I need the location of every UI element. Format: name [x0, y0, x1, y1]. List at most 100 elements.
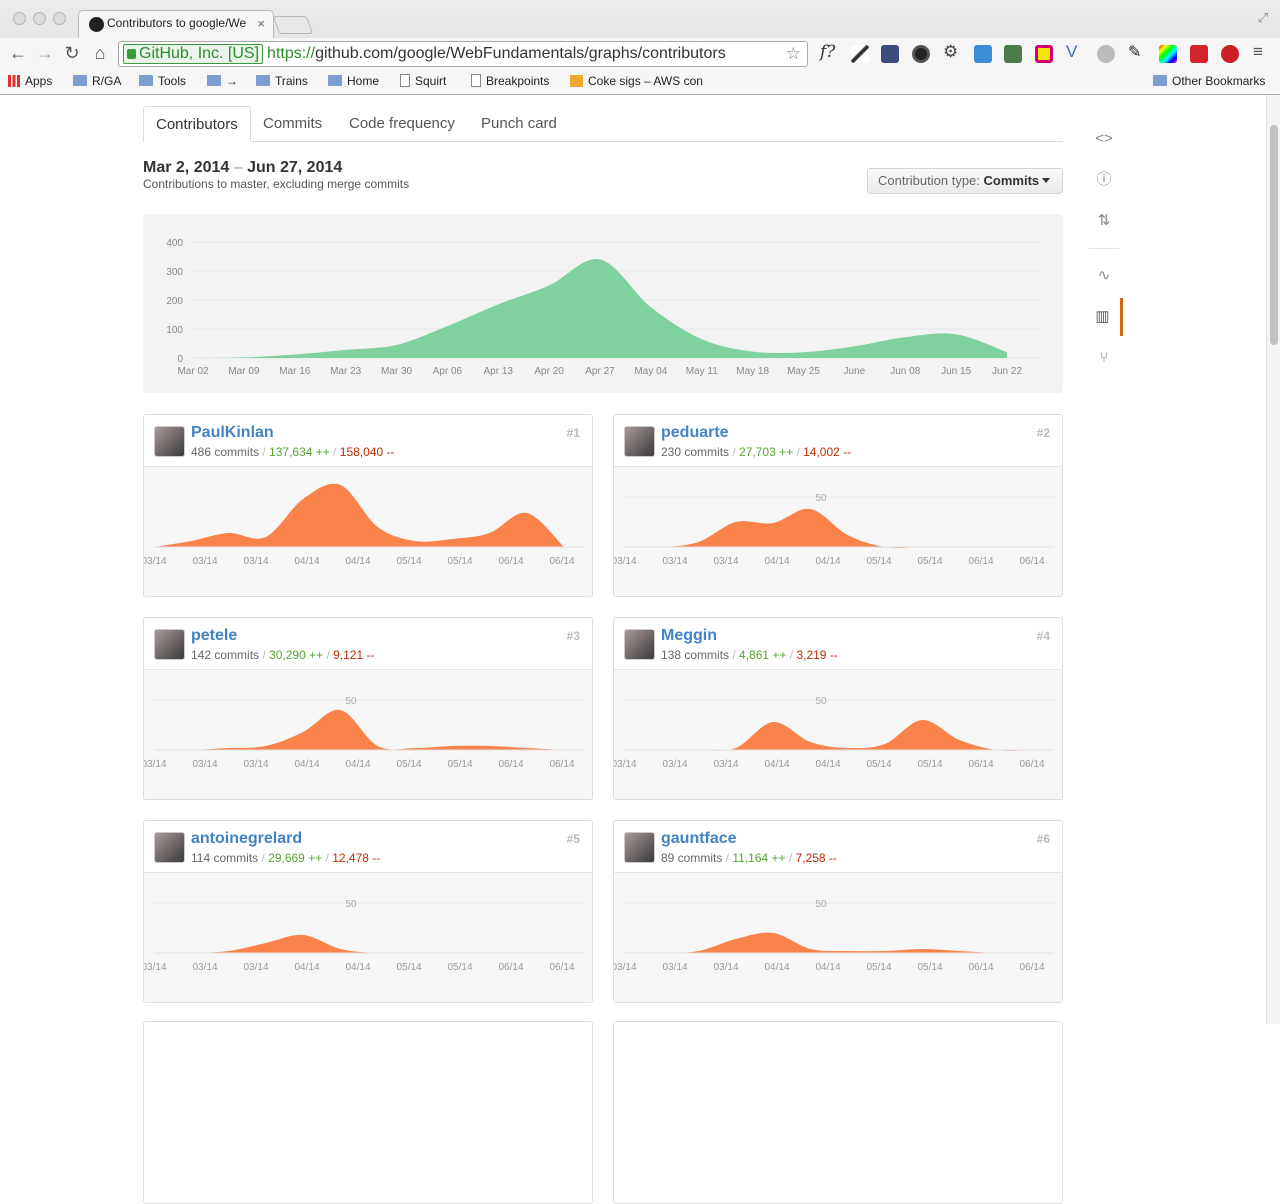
new-tab-button[interactable] — [272, 16, 314, 34]
minimize-window-button[interactable] — [33, 12, 46, 25]
code-icon[interactable]: <> — [1095, 130, 1113, 147]
y-tick-label: 50 — [815, 696, 827, 707]
x-tick-label: Mar 16 — [279, 366, 311, 377]
zoom-window-button[interactable] — [53, 12, 66, 25]
x-tick-label: 05/14 — [917, 759, 942, 770]
bookmark-apps[interactable]: Apps — [8, 74, 52, 88]
close-window-button[interactable] — [13, 12, 26, 25]
bookmark-label: R/GA — [92, 74, 122, 88]
bookmark-star-icon[interactable]: ☆ — [785, 44, 801, 63]
close-tab-icon[interactable]: × — [257, 16, 265, 31]
additions-count: 30,290 ++ — [269, 648, 324, 662]
additions-count: 4,861 ++ — [739, 648, 787, 662]
contributor-username[interactable]: peduarte — [661, 424, 729, 441]
avatar[interactable] — [154, 832, 185, 863]
stat-separator: / — [258, 851, 269, 865]
x-tick-label: 03/14 — [662, 556, 687, 567]
tab-code-frequency[interactable]: Code frequency — [349, 115, 455, 132]
y-tick-label: 50 — [815, 899, 827, 910]
x-tick-label: 03/14 — [243, 962, 268, 973]
avatar[interactable] — [624, 629, 655, 660]
bookmark-folder-arrow[interactable]: → — [207, 74, 238, 88]
browser-tab[interactable]: Contributors to google/We × — [78, 10, 274, 38]
tab-punch-card[interactable]: Punch card — [481, 115, 557, 132]
back-icon[interactable]: ← — [9, 43, 27, 63]
contributor-rank: #6 — [1036, 832, 1050, 846]
commit-count[interactable]: 230 commits — [661, 445, 730, 459]
evernote-extension-icon[interactable] — [1004, 45, 1022, 63]
x-tick-label: 03/14 — [144, 962, 167, 973]
contributor-username[interactable]: petele — [191, 627, 238, 644]
bookmark-folder-tools[interactable]: Tools — [139, 74, 186, 88]
pull-request-icon[interactable]: ⇅ — [1097, 212, 1111, 229]
bookmark-label: Apps — [25, 74, 53, 88]
scrollbar-thumb[interactable] — [1270, 125, 1278, 345]
x-tick-label: 06/14 — [498, 962, 523, 973]
contributor-username[interactable]: gauntface — [661, 830, 737, 847]
record-extension-icon[interactable] — [912, 45, 930, 63]
contributor-area-series — [624, 719, 1034, 751]
home-icon[interactable]: ⌂ — [94, 43, 106, 63]
commits-over-time-chart: 400 300 200 100 0 Mar 02 Mar 09 Mar 16 Mar 23 Mar… — [143, 214, 1063, 393]
deletions-count: 158,040 -- — [339, 445, 395, 459]
commit-count[interactable]: 89 commits — [661, 851, 723, 865]
font-inspector-extension-icon[interactable]: f? — [820, 42, 836, 62]
graphs-icon[interactable]: ▥ — [1085, 298, 1123, 336]
contributor-username[interactable]: Meggin — [661, 627, 717, 644]
fullscreen-icon[interactable]: ⤢ — [1257, 10, 1268, 25]
address-bar[interactable]: GitHub, Inc. [US] https://github.com/goog… — [118, 41, 808, 67]
commit-count[interactable]: 486 commits — [191, 445, 260, 459]
x-tick-label: 05/14 — [447, 556, 472, 567]
range-end: Jun 27, 2014 — [247, 159, 343, 176]
lastpass-extension-icon[interactable] — [1190, 45, 1208, 63]
commit-count[interactable]: 142 commits — [191, 648, 260, 662]
menu-icon[interactable]: ≡ — [1253, 42, 1263, 61]
reload-icon[interactable]: ↻ — [64, 43, 80, 63]
avatar[interactable] — [624, 426, 655, 457]
network-fork-icon[interactable]: ⑂ — [1099, 349, 1109, 366]
color-picker-extension-icon[interactable] — [1159, 45, 1177, 63]
settings-extension-icon[interactable]: ⚙ — [943, 42, 959, 61]
page-scrollbar[interactable] — [1266, 95, 1280, 1024]
commit-count[interactable]: 114 commits — [191, 851, 259, 865]
ev-certificate-badge[interactable]: GitHub, Inc. [US] — [123, 44, 264, 64]
stat-separator: / — [322, 851, 333, 865]
contributor-username[interactable]: PaulKinlan — [191, 424, 274, 441]
pulse-icon[interactable]: ∿ — [1097, 267, 1111, 284]
avatar[interactable] — [154, 426, 185, 457]
bookmark-coke-sigs[interactable]: Coke sigs – AWS con — [570, 74, 703, 88]
contributor-rank: #4 — [1036, 629, 1050, 643]
pinterest-extension-icon[interactable] — [1221, 45, 1239, 63]
tab-contributors[interactable]: Contributors — [143, 106, 251, 142]
contributor-username[interactable]: antoinegrelard — [191, 830, 303, 847]
additions-count: 11,164 ++ — [732, 851, 786, 865]
bookmark-folder-other[interactable]: Other Bookmarks — [1153, 74, 1265, 88]
stat-separator: / — [793, 445, 804, 459]
issues-icon[interactable]: ⓘ — [1096, 171, 1112, 188]
contributor-sparkline: 50 03/14 03/14 03/14 04/14 04/14 05/14 05/14 06/… — [141, 872, 592, 1002]
v-extension-icon[interactable]: V — [1066, 42, 1078, 61]
bookmark-breakpoints[interactable]: Breakpoints — [471, 74, 549, 88]
pi-extension-icon[interactable] — [1035, 45, 1053, 63]
screenshot-extension-icon[interactable] — [974, 45, 992, 63]
bookmark-squirt[interactable]: Squirt — [400, 74, 446, 88]
folder-icon — [73, 75, 87, 86]
bookmark-folder-rga[interactable]: R/GA — [73, 74, 121, 88]
aws-box-icon — [570, 75, 583, 87]
avatar[interactable] — [624, 832, 655, 863]
forward-icon[interactable]: → — [36, 43, 54, 63]
pin-extension-icon[interactable]: ✎ — [1128, 44, 1142, 61]
contribution-type-select[interactable]: Contribution type: Commits — [867, 168, 1063, 194]
speed-extension-icon[interactable] — [881, 45, 899, 63]
quote-extension-icon[interactable] — [1097, 45, 1115, 63]
tab-commits[interactable]: Commits — [263, 115, 323, 132]
additions-count: 29,669 ++ — [268, 851, 323, 865]
range-separator: – — [233, 159, 243, 176]
avatar[interactable] — [154, 629, 185, 660]
tab-strip: Contributors to google/We × ⤢ — [0, 0, 1280, 38]
bookmark-folder-home[interactable]: Home — [328, 74, 379, 88]
browser-chrome: Contributors to google/We × ⤢ ← → ↻ ⌂ Gi… — [0, 0, 1280, 95]
commit-count[interactable]: 138 commits — [661, 648, 730, 662]
bookmark-folder-trains[interactable]: Trains — [256, 74, 308, 88]
eyedropper-extension-icon[interactable] — [851, 45, 869, 63]
